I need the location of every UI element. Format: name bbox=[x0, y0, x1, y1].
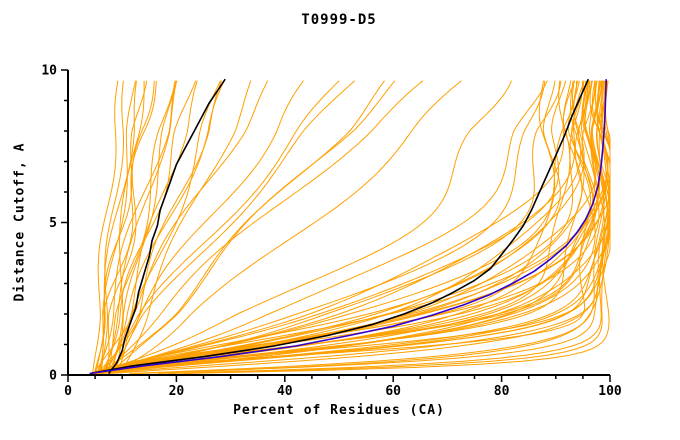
model-curve bbox=[111, 80, 356, 374]
model-curve bbox=[92, 80, 567, 374]
model-curve bbox=[99, 80, 136, 374]
model-curve bbox=[91, 80, 600, 374]
x-axis-label: Percent of Residues (CA) bbox=[233, 403, 445, 418]
x-tick-label: 80 bbox=[494, 384, 510, 399]
model-curve bbox=[105, 80, 155, 374]
model-curve bbox=[106, 80, 177, 374]
model-curve bbox=[111, 80, 145, 374]
model-curve bbox=[93, 80, 576, 374]
y-tick-label: 5 bbox=[49, 216, 57, 231]
model-curve bbox=[109, 80, 396, 374]
model-curve bbox=[97, 80, 582, 374]
x-tick-label: 100 bbox=[598, 384, 622, 399]
model-curve bbox=[91, 80, 606, 374]
chart-title: T0999-D5 bbox=[301, 12, 377, 28]
model-curve bbox=[94, 80, 548, 374]
model-curve bbox=[94, 80, 596, 374]
model-curve bbox=[92, 80, 585, 374]
model-curve bbox=[97, 80, 609, 374]
model-curve bbox=[95, 80, 562, 374]
model-curve bbox=[119, 80, 252, 374]
model-curve bbox=[95, 80, 611, 374]
model-curve bbox=[104, 80, 424, 374]
selected-curve bbox=[89, 79, 607, 375]
model-curve bbox=[95, 80, 594, 374]
model-curve bbox=[100, 80, 385, 374]
model-curve bbox=[101, 80, 340, 374]
x-tick-label: 0 bbox=[64, 384, 72, 399]
model-curve bbox=[138, 80, 610, 374]
model-curve bbox=[94, 80, 583, 374]
model-curve bbox=[96, 80, 304, 374]
model-curve bbox=[93, 80, 148, 374]
model-curve bbox=[93, 80, 583, 374]
model-curve bbox=[114, 80, 178, 374]
model-curve bbox=[158, 80, 610, 374]
model-curve bbox=[93, 80, 561, 374]
model-curve bbox=[92, 80, 269, 374]
model-curve bbox=[93, 80, 512, 374]
model-curve bbox=[112, 80, 223, 374]
model-curve bbox=[94, 80, 585, 374]
model-curve bbox=[96, 80, 176, 374]
x-tick-label: 60 bbox=[385, 384, 401, 399]
model-curve bbox=[100, 80, 124, 374]
model-curve bbox=[101, 80, 197, 374]
x-tick-label: 40 bbox=[277, 384, 293, 399]
y-tick-label: 10 bbox=[41, 64, 57, 79]
model-curve bbox=[92, 80, 119, 374]
reference-curve bbox=[89, 78, 590, 375]
model-curve bbox=[91, 80, 585, 374]
y-tick-label: 0 bbox=[49, 369, 57, 384]
model-curve bbox=[105, 80, 225, 374]
model-curve bbox=[101, 80, 611, 374]
model-curve bbox=[92, 80, 571, 374]
model-curve bbox=[110, 80, 462, 374]
model-curve bbox=[94, 80, 611, 374]
model-curve bbox=[94, 80, 137, 374]
reference-curve bbox=[108, 78, 226, 374]
x-tick-label: 20 bbox=[169, 384, 185, 399]
